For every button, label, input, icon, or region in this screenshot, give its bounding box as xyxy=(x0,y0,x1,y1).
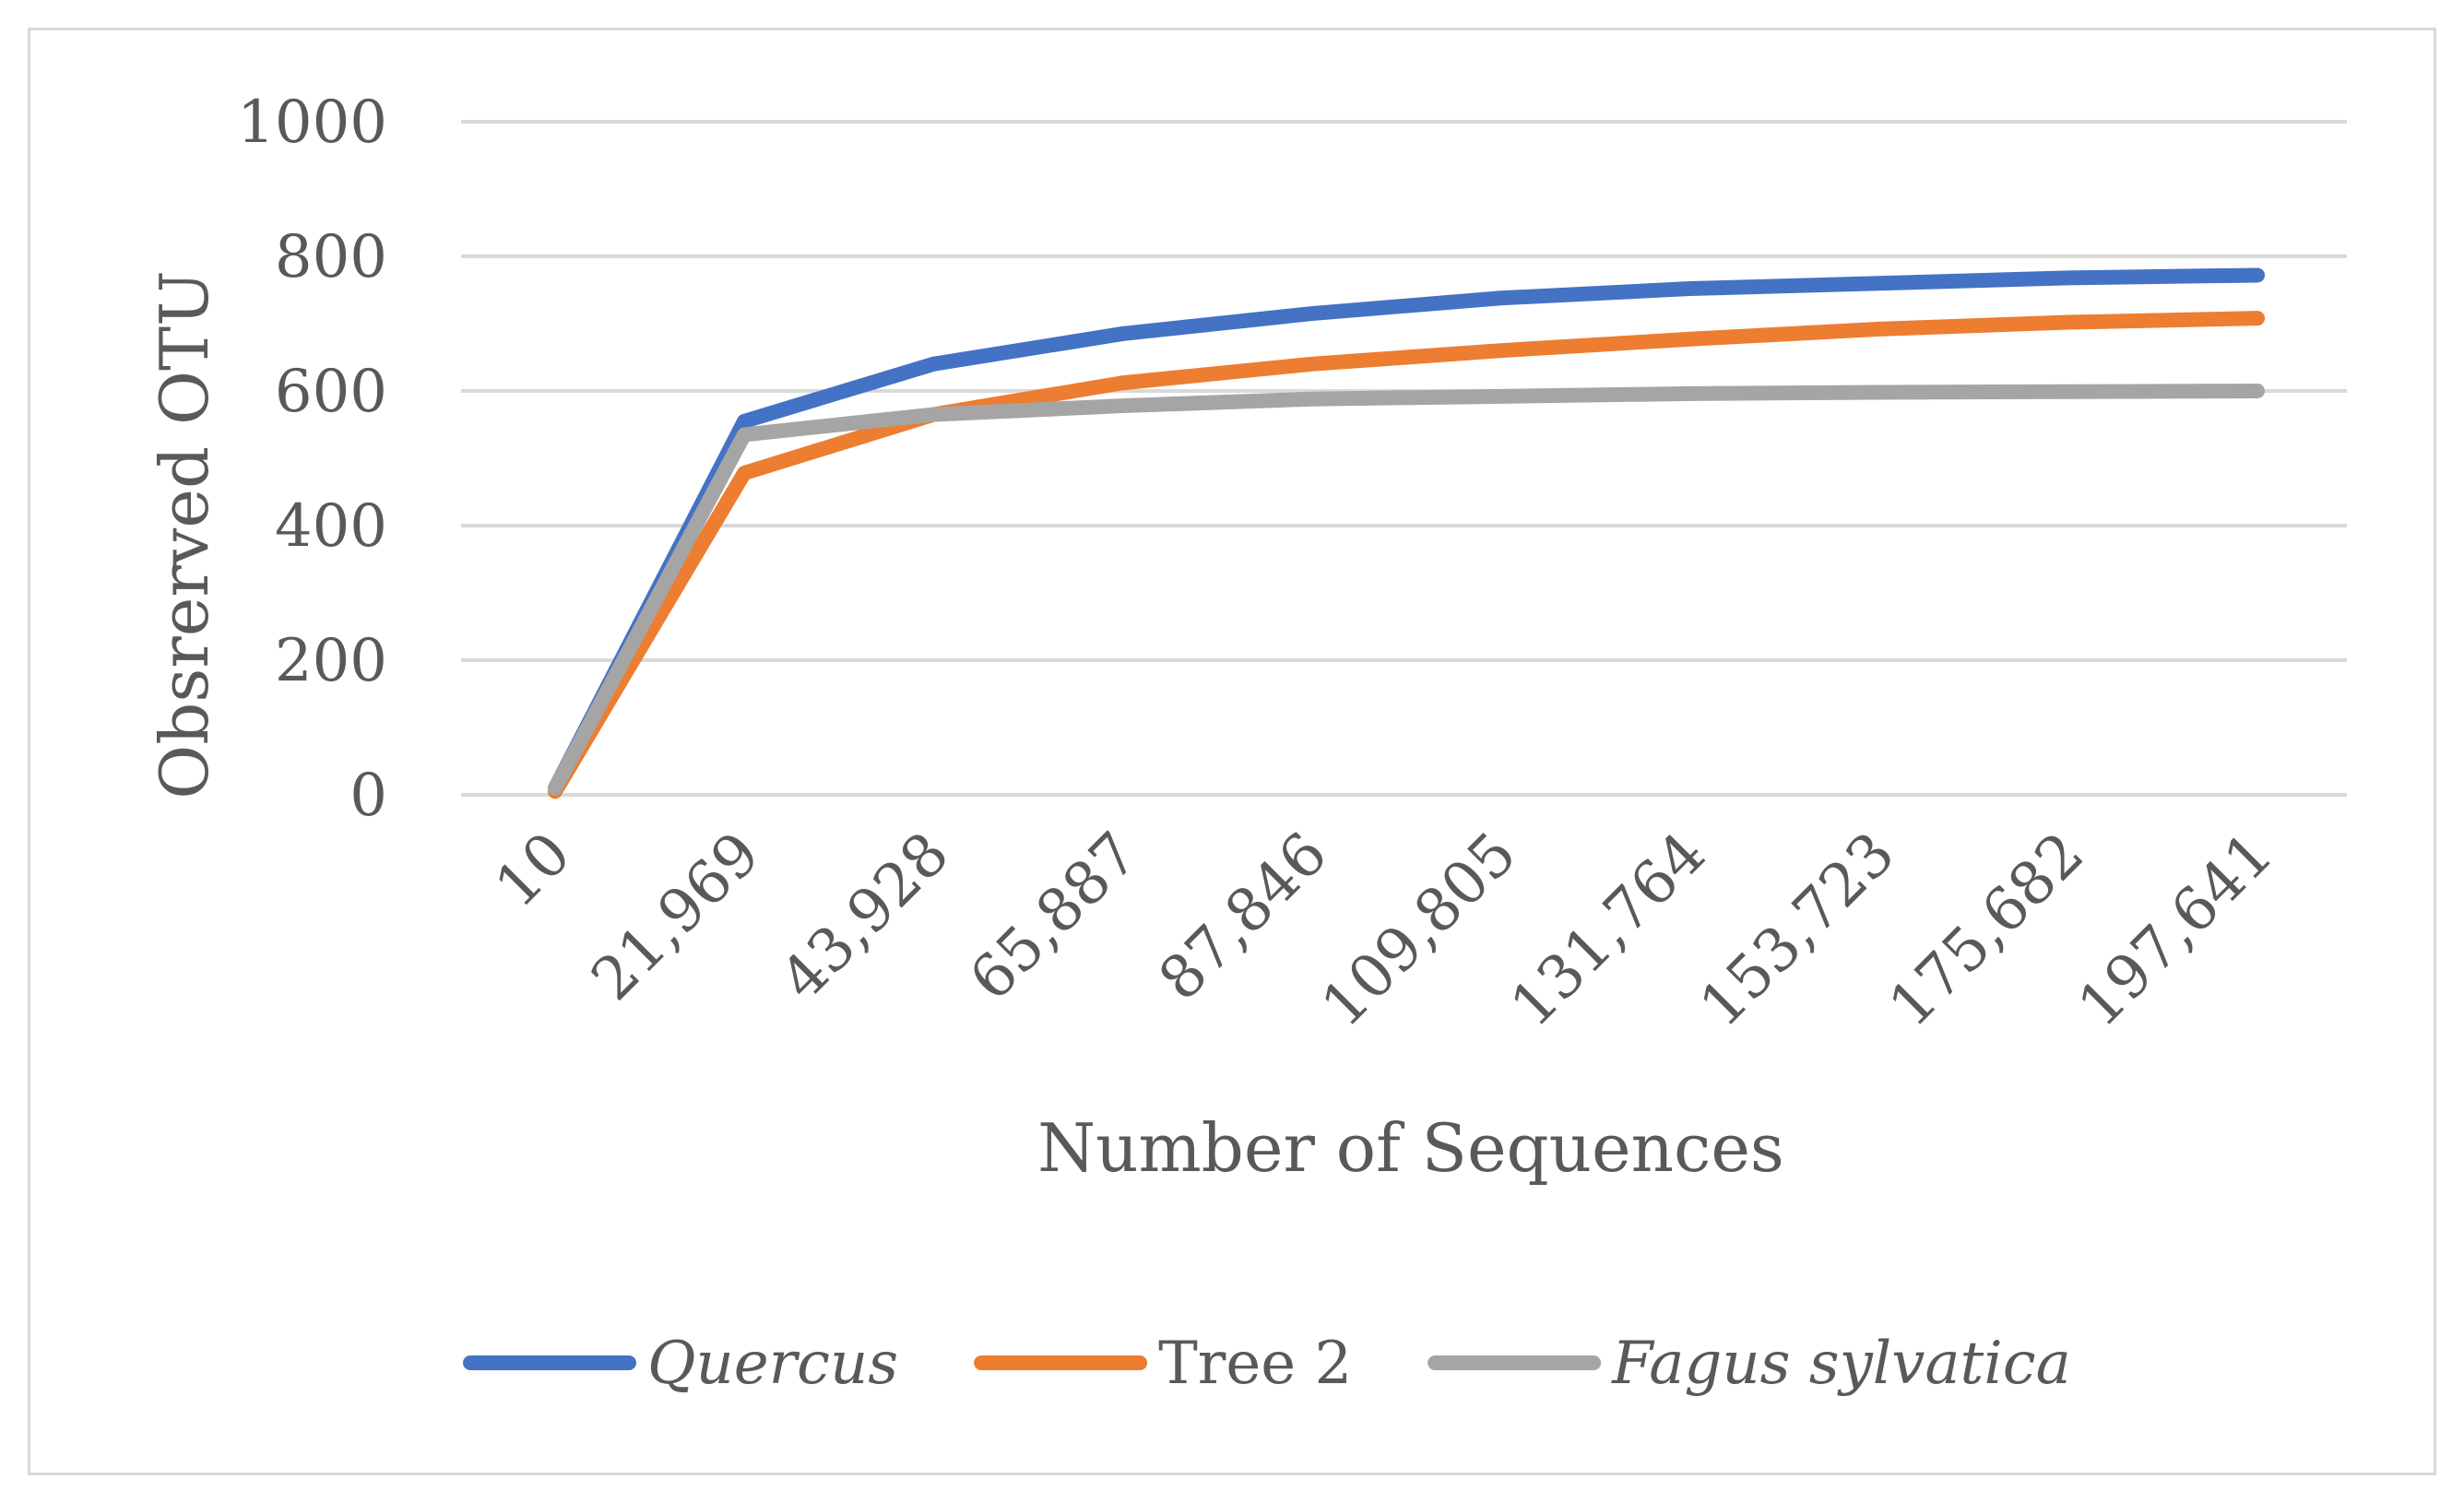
x-tick-label: 131,764 xyxy=(1499,820,1719,1040)
series-line-fagus-sylvatica xyxy=(548,384,2265,796)
chart-frame xyxy=(28,28,2436,1475)
y-axis-title: Obsrerved OTU xyxy=(146,270,223,799)
legend-label: Fagus sylvatica xyxy=(1611,1330,2071,1398)
x-axis-ticks: 1021,96943,92865,88787,846109,805131,764… xyxy=(482,820,2286,1040)
gridlines xyxy=(461,120,2347,797)
y-tick-label: 600 xyxy=(275,358,387,426)
x-tick-label: 175,682 xyxy=(1877,820,2097,1040)
legend-label: Tree 2 xyxy=(1158,1330,1352,1398)
legend-label: Quercus xyxy=(647,1330,898,1398)
series-line-tree-2 xyxy=(548,311,2265,799)
y-tick-label: 1000 xyxy=(237,89,387,157)
x-tick-label: 109,805 xyxy=(1309,820,1529,1040)
y-tick-label: 400 xyxy=(275,492,387,561)
y-tick-label: 800 xyxy=(275,223,387,291)
x-tick-label: 65,887 xyxy=(957,820,1152,1014)
y-tick-label: 200 xyxy=(275,627,387,695)
y-axis-ticks: 0 200 400 600 800 1000 xyxy=(237,89,387,830)
y-tick-label: 0 xyxy=(349,762,387,830)
series-lines xyxy=(548,267,2265,799)
x-tick-label: 21,969 xyxy=(579,820,774,1014)
x-tick-label: 153,723 xyxy=(1688,820,1908,1040)
x-tick-label: 87,846 xyxy=(1146,820,1341,1014)
x-tick-label: 197,641 xyxy=(2066,820,2286,1040)
x-axis-title: Number of Sequences xyxy=(1037,1109,1784,1187)
legend: Quercus Tree 2 Fagus sylvatica xyxy=(463,1330,2071,1398)
series-line-quercus xyxy=(548,267,2265,796)
x-tick-label: 43,928 xyxy=(768,820,963,1014)
x-tick-label: 10 xyxy=(482,820,584,921)
